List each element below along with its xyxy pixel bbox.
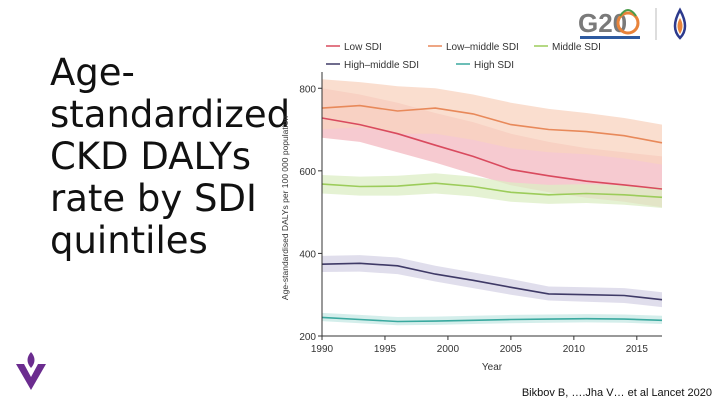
uncertainty-band (322, 79, 662, 165)
legend-label: Low–middle SDI (446, 42, 519, 53)
x-tick-label: 1990 (311, 344, 334, 355)
title-line: rate by SDI (50, 177, 257, 220)
series-line (321, 316, 663, 323)
lotus-globe-icon (616, 11, 640, 35)
x-tick-label: 2010 (563, 344, 586, 355)
citation: Bikbov B, ….Jha V… et al Lancet 2020 (521, 387, 712, 399)
legend-label: High SDI (474, 60, 514, 71)
series-line (321, 104, 663, 144)
x-tick-label: 1995 (374, 344, 397, 355)
series-line (321, 117, 663, 190)
y-tick-label: 800 (299, 84, 316, 95)
series-line (321, 262, 663, 301)
legend-label: Middle SDI (552, 42, 601, 53)
uncertainty-band (322, 255, 662, 308)
lotus-petals-icon (619, 9, 637, 17)
flame-emblem-inner-icon (677, 18, 683, 34)
x-tick-label: 2015 (626, 344, 649, 355)
y-tick-label: 600 (299, 167, 316, 178)
title-line: Age- (50, 51, 135, 94)
dalys-line-chart: Low SDI Low–middle SDI Middle SDI High–midd… (280, 42, 663, 373)
uncertainty-band (322, 173, 662, 208)
title-line: standardized (50, 93, 291, 136)
slide-title: Age- standardized CKD DALYs rate by SDI … (50, 51, 291, 262)
title-line: quintiles (50, 219, 208, 262)
flame-logo-icon (27, 352, 35, 368)
y-axis-title: Age-standardised DALYs per 100 000 popul… (280, 116, 290, 300)
y-tick-label: 400 (299, 249, 316, 260)
legend-label: Low SDI (344, 42, 382, 53)
bottom-logo (14, 350, 48, 397)
x-tick-label: 2000 (437, 344, 460, 355)
series-line (321, 182, 663, 199)
g20-logo-text: G20 (578, 8, 627, 38)
title-line: CKD DALYs (50, 135, 252, 178)
flame-emblem-icon (673, 7, 687, 40)
legend-label: High–middle SDI (344, 60, 419, 71)
x-axis-title: Year (482, 362, 503, 373)
x-tick-label: 2005 (500, 344, 523, 355)
g20-logo: G20 (576, 4, 706, 44)
logo-caption-bar (580, 36, 640, 39)
chevron-logo-icon (16, 364, 46, 390)
y-tick-label: 200 (299, 332, 316, 343)
